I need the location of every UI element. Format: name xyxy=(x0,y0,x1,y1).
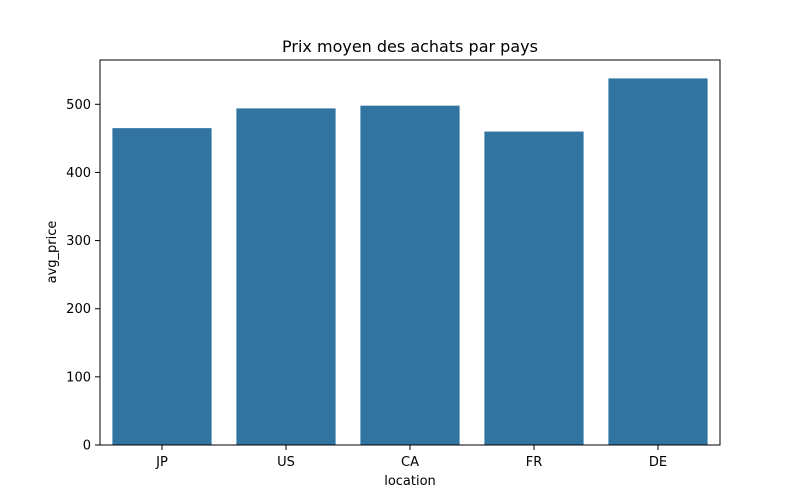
y-tick-label: 400 xyxy=(66,166,91,181)
x-axis: JP US CA FR DE xyxy=(155,445,667,470)
x-axis-label: location xyxy=(384,474,436,489)
bar-jp xyxy=(112,128,212,445)
y-tick-label: 0 xyxy=(83,439,91,454)
y-axis: 0 100 200 300 400 500 xyxy=(66,98,100,454)
x-tick-label: DE xyxy=(649,455,667,470)
y-tick-label: 300 xyxy=(66,234,91,249)
bar-de xyxy=(608,78,708,446)
y-tick-label: 200 xyxy=(66,302,91,317)
y-axis-label: avg_price xyxy=(45,221,60,284)
x-tick-label: CA xyxy=(401,455,419,470)
x-tick-label: FR xyxy=(526,455,543,470)
y-tick-label: 500 xyxy=(66,98,91,113)
bar-ca xyxy=(360,105,460,446)
x-tick-label: US xyxy=(277,455,295,470)
y-tick-label: 100 xyxy=(66,370,91,385)
chart-title: Prix moyen des achats par pays xyxy=(282,37,538,56)
bar-us xyxy=(236,108,336,445)
plot-frame xyxy=(99,59,721,446)
bars-group xyxy=(112,78,708,446)
bar-fr xyxy=(484,131,584,446)
x-tick-label: JP xyxy=(155,455,168,470)
